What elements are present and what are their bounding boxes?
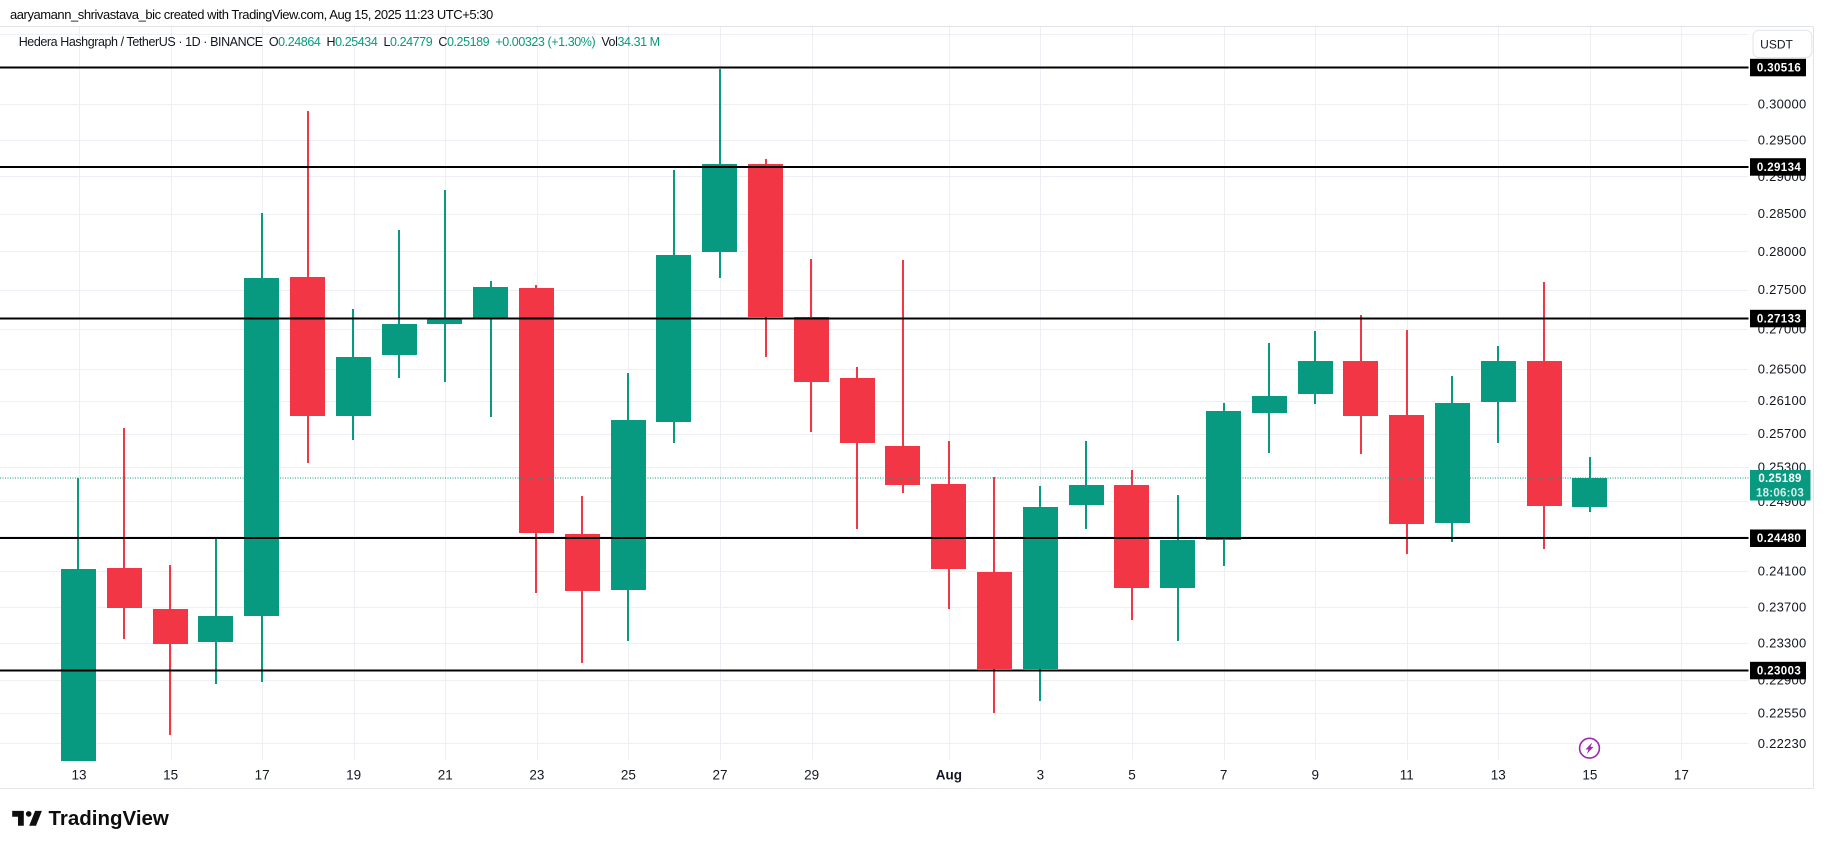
svg-text:17: 17 <box>255 768 270 783</box>
svg-text:13: 13 <box>71 768 86 783</box>
svg-text:0.26100: 0.26100 <box>1758 393 1807 408</box>
svg-text:18:06:03: 18:06:03 <box>1756 487 1804 499</box>
svg-text:11: 11 <box>1400 768 1414 783</box>
svg-text:0.24480: 0.24480 <box>1757 533 1801 545</box>
svg-text:0.22550: 0.22550 <box>1758 705 1807 720</box>
svg-text:13: 13 <box>1491 768 1506 783</box>
svg-text:USDT: USDT <box>1760 38 1793 52</box>
svg-text:0.23003: 0.23003 <box>1757 666 1801 678</box>
svg-text:0.30516: 0.30516 <box>1757 63 1801 75</box>
svg-text:0.25700: 0.25700 <box>1758 426 1807 441</box>
svg-text:27: 27 <box>712 768 727 783</box>
svg-text:3: 3 <box>1037 768 1045 783</box>
svg-text:5: 5 <box>1128 768 1136 783</box>
svg-text:Aug: Aug <box>936 768 962 783</box>
svg-text:25: 25 <box>621 768 636 783</box>
svg-text:0.28500: 0.28500 <box>1758 206 1807 221</box>
svg-text:15: 15 <box>1582 768 1597 783</box>
svg-text:9: 9 <box>1311 768 1319 783</box>
svg-text:23: 23 <box>529 768 544 783</box>
svg-text:0.26500: 0.26500 <box>1758 362 1807 377</box>
svg-text:0.22230: 0.22230 <box>1758 736 1807 751</box>
svg-text:21: 21 <box>438 768 453 783</box>
svg-text:0.29134: 0.29134 <box>1757 162 1802 174</box>
svg-text:TradingView: TradingView <box>49 807 169 830</box>
svg-text:15: 15 <box>163 768 178 783</box>
svg-text:0.25189: 0.25189 <box>1758 473 1801 485</box>
svg-text:0.30000: 0.30000 <box>1758 97 1807 112</box>
svg-text:7: 7 <box>1220 768 1228 783</box>
svg-text:0.29500: 0.29500 <box>1758 133 1807 148</box>
svg-text:0.23300: 0.23300 <box>1758 636 1807 651</box>
svg-text:0.24100: 0.24100 <box>1758 564 1807 579</box>
svg-text:0.28000: 0.28000 <box>1758 244 1807 259</box>
svg-text:0.27133: 0.27133 <box>1757 314 1801 326</box>
svg-text:19: 19 <box>346 768 361 783</box>
svg-text:0.23700: 0.23700 <box>1758 599 1807 614</box>
svg-text:0.27500: 0.27500 <box>1758 282 1807 297</box>
svg-text:29: 29 <box>804 768 819 783</box>
svg-text:17: 17 <box>1674 768 1689 783</box>
